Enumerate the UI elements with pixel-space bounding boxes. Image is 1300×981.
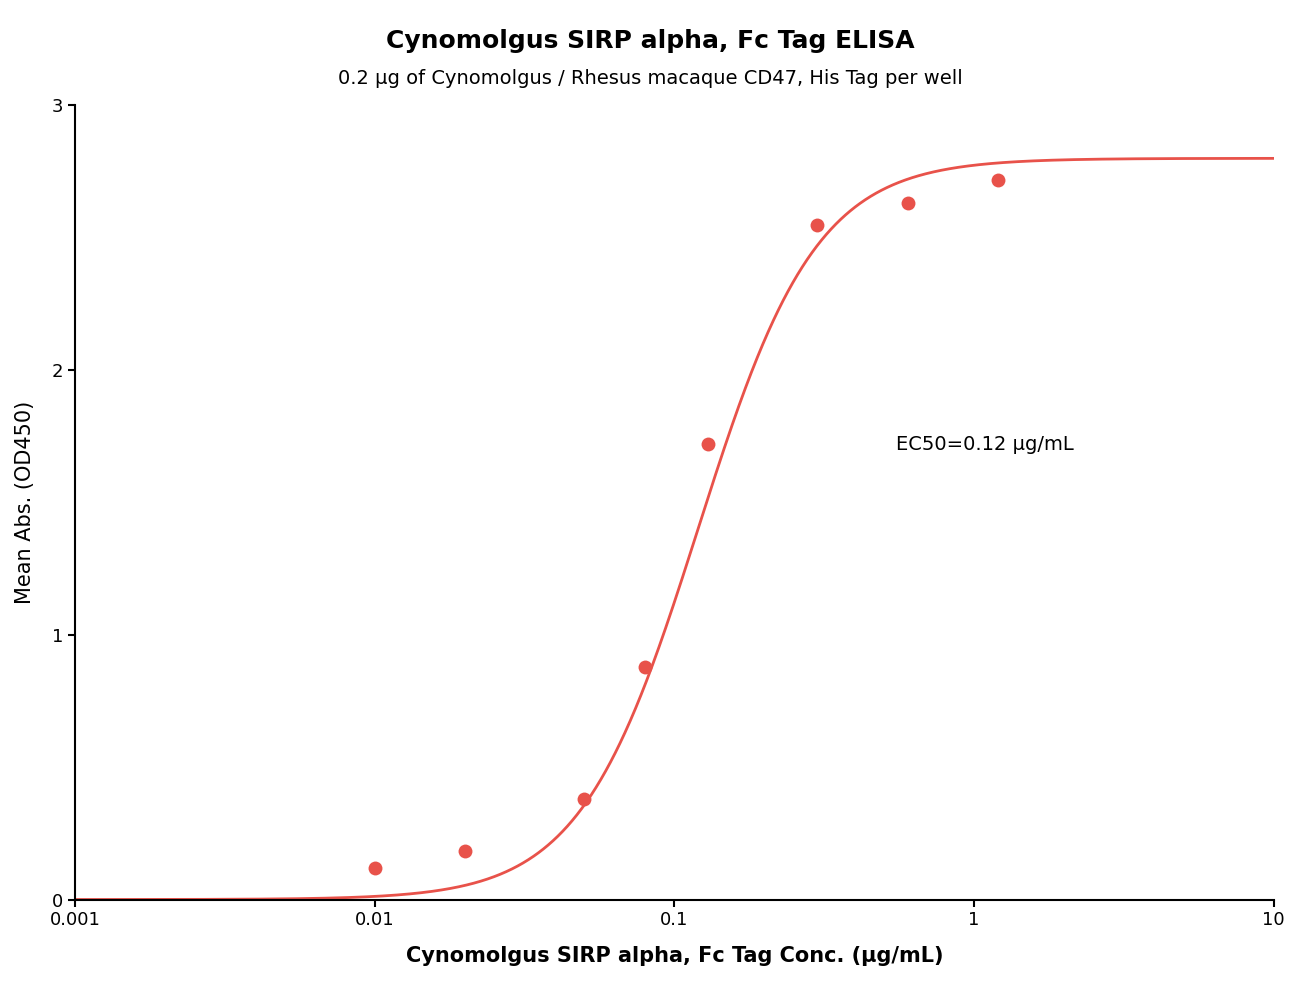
Y-axis label: Mean Abs. (OD450): Mean Abs. (OD450) xyxy=(16,401,35,604)
Point xyxy=(364,860,385,876)
Point xyxy=(897,195,918,211)
Point xyxy=(634,658,655,674)
Point xyxy=(455,843,476,858)
Text: EC50=0.12 μg/mL: EC50=0.12 μg/mL xyxy=(896,435,1074,454)
Text: 0.2 μg of Cynomolgus / Rhesus macaque CD47, His Tag per well: 0.2 μg of Cynomolgus / Rhesus macaque CD… xyxy=(338,69,962,87)
Point xyxy=(987,172,1008,187)
Point xyxy=(807,217,828,232)
Point xyxy=(573,791,594,806)
Point xyxy=(698,437,719,452)
X-axis label: Cynomolgus SIRP alpha, Fc Tag Conc. (μg/mL): Cynomolgus SIRP alpha, Fc Tag Conc. (μg/… xyxy=(406,946,942,966)
Text: Cynomolgus SIRP alpha, Fc Tag ELISA: Cynomolgus SIRP alpha, Fc Tag ELISA xyxy=(386,29,914,53)
